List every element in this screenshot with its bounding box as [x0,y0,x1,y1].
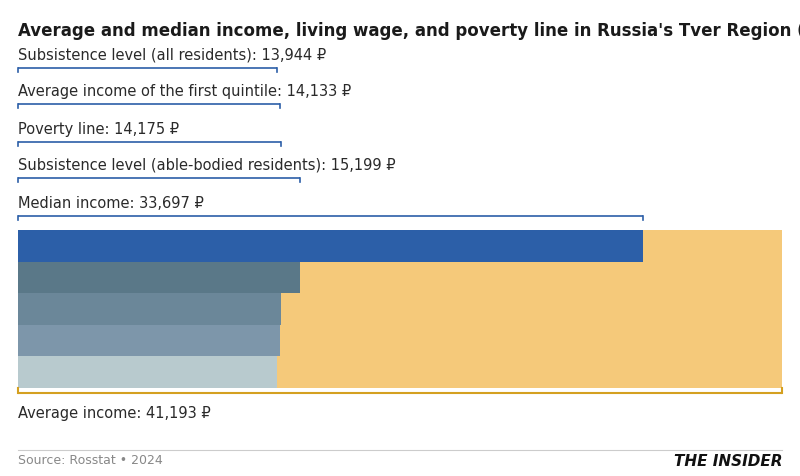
Bar [18,325,280,357]
Text: Average income of the first quintile: 14,133 ₽: Average income of the first quintile: 14… [18,84,351,99]
Bar [281,293,782,325]
Bar [18,357,277,388]
Text: Average income: 41,193 ₽: Average income: 41,193 ₽ [18,406,210,421]
Bar [18,230,643,262]
Text: THE INSIDER: THE INSIDER [674,454,782,469]
Bar [280,325,782,357]
Bar [18,293,281,325]
Bar [18,262,300,293]
Text: Subsistence level (able-bodied residents): 15,199 ₽: Subsistence level (able-bodied residents… [18,158,396,173]
Bar [277,357,782,388]
Bar [643,230,782,262]
Text: Source: Rosstat • 2024: Source: Rosstat • 2024 [18,454,162,467]
Text: Median income: 33,697 ₽: Median income: 33,697 ₽ [18,196,204,211]
Text: Subsistence level (all residents): 13,944 ₽: Subsistence level (all residents): 13,94… [18,48,326,63]
Text: Poverty line: 14,175 ₽: Poverty line: 14,175 ₽ [18,122,179,137]
Text: Average and median income, living wage, and poverty line in Russia's Tver Region: Average and median income, living wage, … [18,22,800,40]
Bar [300,262,782,293]
